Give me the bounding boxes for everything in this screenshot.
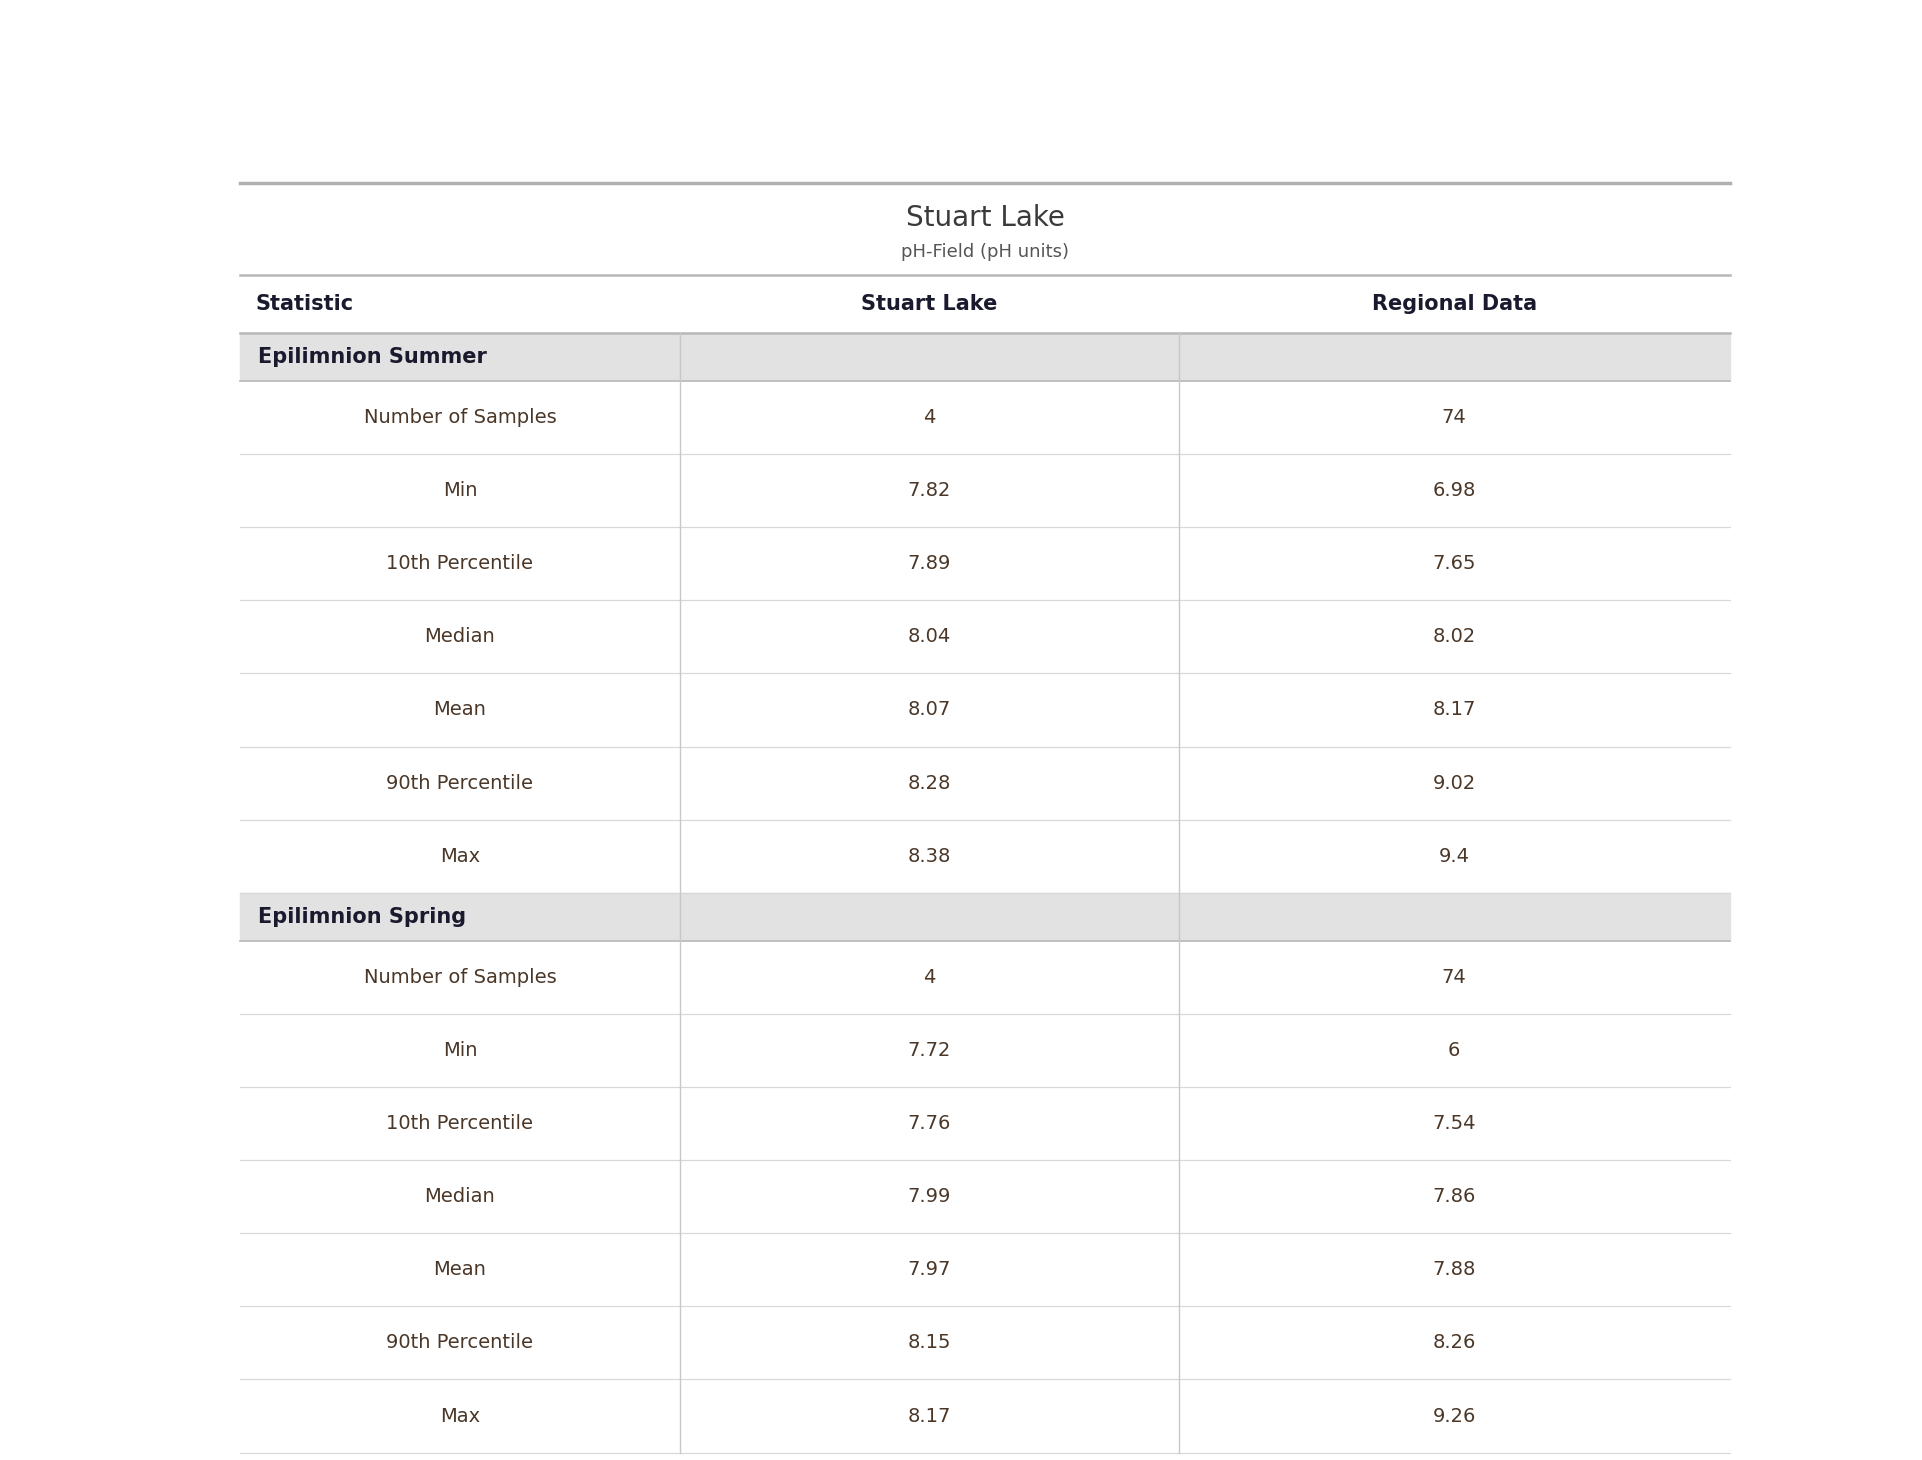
Text: Stuart Lake: Stuart Lake <box>861 293 998 314</box>
Text: 10th Percentile: 10th Percentile <box>386 1114 534 1133</box>
Text: pH-Field (pH units): pH-Field (pH units) <box>901 244 1069 261</box>
Text: 9.4: 9.4 <box>1440 847 1470 866</box>
Text: Min: Min <box>442 480 477 499</box>
Text: Mean: Mean <box>434 1260 486 1279</box>
Text: 90th Percentile: 90th Percentile <box>386 1333 534 1352</box>
Text: Regional Data: Regional Data <box>1372 293 1538 314</box>
Text: 8.15: 8.15 <box>907 1333 951 1352</box>
Text: Max: Max <box>440 1406 480 1425</box>
Text: 74: 74 <box>1442 968 1466 987</box>
Bar <box>240 1307 1730 1380</box>
Text: 8.38: 8.38 <box>907 847 951 866</box>
Text: 8.26: 8.26 <box>1432 1333 1476 1352</box>
Text: 6: 6 <box>1447 1041 1461 1060</box>
Text: Max: Max <box>440 847 480 866</box>
Text: Median: Median <box>425 1187 496 1206</box>
Text: Epilimnion Summer: Epilimnion Summer <box>258 347 486 366</box>
Text: 7.89: 7.89 <box>907 555 951 574</box>
Text: 7.54: 7.54 <box>1432 1114 1476 1133</box>
Text: 4: 4 <box>923 968 936 987</box>
Text: 8.28: 8.28 <box>907 774 951 793</box>
Text: Median: Median <box>425 628 496 647</box>
Text: Statistic: Statistic <box>256 293 354 314</box>
Bar <box>240 940 1730 1013</box>
Text: 7.65: 7.65 <box>1432 555 1476 574</box>
Text: Number of Samples: Number of Samples <box>363 968 555 987</box>
Bar <box>240 600 1730 673</box>
Text: 8.07: 8.07 <box>907 701 951 720</box>
Text: Number of Samples: Number of Samples <box>363 407 555 426</box>
Text: 9.26: 9.26 <box>1432 1406 1476 1425</box>
Text: 8.02: 8.02 <box>1432 628 1476 647</box>
Bar <box>240 819 1730 894</box>
Text: 8.17: 8.17 <box>907 1406 951 1425</box>
Bar <box>240 527 1730 600</box>
Bar <box>240 454 1730 527</box>
Text: 4: 4 <box>923 407 936 426</box>
Bar <box>240 1161 1730 1234</box>
Text: 8.04: 8.04 <box>907 628 951 647</box>
Bar <box>240 894 1730 940</box>
Text: 7.86: 7.86 <box>1432 1187 1476 1206</box>
Bar <box>240 1380 1730 1453</box>
Text: 7.97: 7.97 <box>907 1260 951 1279</box>
Bar <box>240 1013 1730 1086</box>
Text: 6.98: 6.98 <box>1432 480 1476 499</box>
Text: 74: 74 <box>1442 407 1466 426</box>
Text: 8.17: 8.17 <box>1432 701 1476 720</box>
Text: 7.82: 7.82 <box>907 480 951 499</box>
Text: Stuart Lake: Stuart Lake <box>905 203 1065 232</box>
Text: Min: Min <box>442 1041 477 1060</box>
Bar <box>240 381 1730 454</box>
Text: 7.72: 7.72 <box>907 1041 951 1060</box>
Text: 90th Percentile: 90th Percentile <box>386 774 534 793</box>
Text: 7.88: 7.88 <box>1432 1260 1476 1279</box>
Bar <box>240 1234 1730 1307</box>
Text: 7.99: 7.99 <box>907 1187 951 1206</box>
Text: 9.02: 9.02 <box>1432 774 1476 793</box>
Text: Epilimnion Spring: Epilimnion Spring <box>258 907 467 927</box>
Bar <box>240 333 1730 381</box>
Text: 7.76: 7.76 <box>907 1114 951 1133</box>
Bar <box>240 1086 1730 1161</box>
Text: Mean: Mean <box>434 701 486 720</box>
Text: 10th Percentile: 10th Percentile <box>386 555 534 574</box>
Bar <box>240 673 1730 746</box>
Bar <box>240 276 1730 333</box>
Bar <box>240 746 1730 819</box>
